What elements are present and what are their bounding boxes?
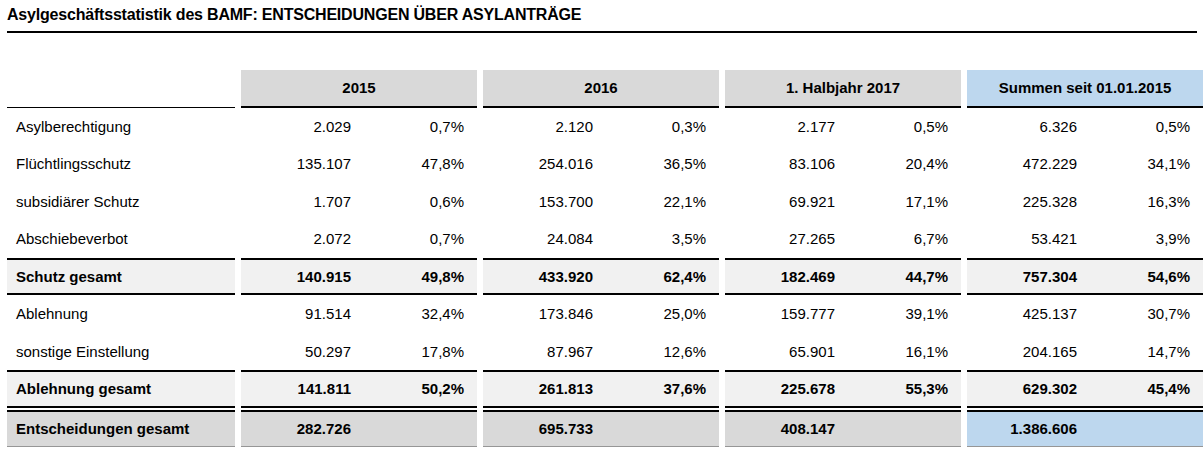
cell-2017-count: 27.265: [725, 220, 843, 258]
cell-2016-share: 37,6%: [601, 370, 719, 408]
cell-2017-share: 39,1%: [843, 295, 961, 333]
table-row-abschiebeverbot: Abschiebeverbot 2.072 0,7% 24.084 3,5% 2…: [7, 220, 1203, 258]
cell-summen-count: 757.304: [967, 258, 1085, 296]
cell-2015-share: 47,8%: [359, 145, 477, 183]
table-row-ablehnung-gesamt: Ablehnung gesamt 141.811 50,2% 261.813 3…: [7, 370, 1203, 408]
cell-2015-count: 141.811: [241, 370, 359, 408]
cell-summen-count: 629.302: [967, 370, 1085, 408]
header-2016: 2016: [483, 70, 719, 108]
cell-2017-share: 44,7%: [843, 258, 961, 296]
asylum-decisions-table: 2015 2016 1. Halbjahr 2017 Summen seit 0…: [7, 70, 1203, 447]
cell-summen-share: [1085, 410, 1203, 448]
cell-2017-share: 55,3%: [843, 370, 961, 408]
cell-2015-count: 1.707: [241, 183, 359, 221]
table-row-entscheidungen-gesamt: Entscheidungen gesamt 282.726 695.733 40…: [7, 410, 1203, 448]
cell-2015-count: 2.029: [241, 108, 359, 146]
cell-summen-count: 6.326: [967, 108, 1085, 146]
cell-2016-share: 3,5%: [601, 220, 719, 258]
cell-2016-count: 695.733: [483, 410, 601, 448]
cell-2015-share: 0,7%: [359, 108, 477, 146]
cell-summen-share: 3,9%: [1085, 220, 1203, 258]
cell-summen-share: 30,7%: [1085, 295, 1203, 333]
row-label: Entscheidungen gesamt: [7, 410, 235, 448]
cell-summen-count: 53.421: [967, 220, 1085, 258]
cell-2016-count: 24.084: [483, 220, 601, 258]
row-label: Schutz gesamt: [7, 258, 235, 296]
table-row-schutz-gesamt: Schutz gesamt 140.915 49,8% 433.920 62,4…: [7, 258, 1203, 296]
header-2015: 2015: [241, 70, 477, 108]
cell-2015-share: 50,2%: [359, 370, 477, 408]
cell-summen-share: 0,5%: [1085, 108, 1203, 146]
cell-summen-count: 425.137: [967, 295, 1085, 333]
cell-2015-count: 282.726: [241, 410, 359, 448]
cell-summen-share: 45,4%: [1085, 370, 1203, 408]
cell-2017-share: 6,7%: [843, 220, 961, 258]
table-row-subsidiaerer-schutz: subsidiärer Schutz 1.707 0,6% 153.700 22…: [7, 183, 1203, 221]
cell-2016-count: 153.700: [483, 183, 601, 221]
cell-2017-count: 2.177: [725, 108, 843, 146]
cell-2017-share: [843, 410, 961, 448]
row-label: Asylberechtigung: [7, 108, 235, 146]
cell-2015-share: 32,4%: [359, 295, 477, 333]
cell-2015-share: [359, 410, 477, 448]
cell-2016-share: 22,1%: [601, 183, 719, 221]
cell-2017-share: 0,5%: [843, 108, 961, 146]
cell-2017-count: 69.921: [725, 183, 843, 221]
cell-summen-share: 16,3%: [1085, 183, 1203, 221]
cell-2015-count: 50.297: [241, 333, 359, 371]
row-label: Abschiebeverbot: [7, 220, 235, 258]
cell-2015-count: 91.514: [241, 295, 359, 333]
header-row-label-spacer: [7, 70, 235, 108]
cell-2015-count: 140.915: [241, 258, 359, 296]
cell-summen-count: 225.328: [967, 183, 1085, 221]
cell-2017-share: 16,1%: [843, 333, 961, 371]
cell-2017-count: 159.777: [725, 295, 843, 333]
row-label: Ablehnung gesamt: [7, 370, 235, 408]
table-row-asylberechtigung: Asylberechtigung 2.029 0,7% 2.120 0,3% 2…: [7, 108, 1203, 146]
cell-2017-count: 65.901: [725, 333, 843, 371]
table-header-row: 2015 2016 1. Halbjahr 2017 Summen seit 0…: [7, 70, 1203, 108]
cell-2016-count: 261.813: [483, 370, 601, 408]
cell-2016-share: 0,3%: [601, 108, 719, 146]
cell-2017-share: 20,4%: [843, 145, 961, 183]
row-label: subsidiärer Schutz: [7, 183, 235, 221]
row-label: Ablehnung: [7, 295, 235, 333]
cell-2015-share: 17,8%: [359, 333, 477, 371]
cell-2015-share: 0,6%: [359, 183, 477, 221]
cell-2016-count: 254.016: [483, 145, 601, 183]
cell-summen-count: 204.165: [967, 333, 1085, 371]
cell-2016-count: 433.920: [483, 258, 601, 296]
cell-2016-share: 25,0%: [601, 295, 719, 333]
cell-2016-count: 173.846: [483, 295, 601, 333]
cell-summen-share: 34,1%: [1085, 145, 1203, 183]
cell-2016-count: 87.967: [483, 333, 601, 371]
document-page: Asylgeschäftsstatistik des BAMF: ENTSCHE…: [0, 0, 1204, 447]
table-row-ablehnung: Ablehnung 91.514 32,4% 173.846 25,0% 159…: [7, 295, 1203, 333]
cell-2016-count: 2.120: [483, 108, 601, 146]
cell-summen-count: 472.229: [967, 145, 1085, 183]
cell-2015-count: 2.072: [241, 220, 359, 258]
cell-2015-share: 49,8%: [359, 258, 477, 296]
row-label: sonstige Einstellung: [7, 333, 235, 371]
page-title: Asylgeschäftsstatistik des BAMF: ENTSCHE…: [7, 5, 1197, 33]
cell-2017-count: 182.469: [725, 258, 843, 296]
header-summen-seit-2015: Summen seit 01.01.2015: [967, 70, 1203, 108]
cell-2015-share: 0,7%: [359, 220, 477, 258]
cell-summen-share: 14,7%: [1085, 333, 1203, 371]
cell-2016-share: 36,5%: [601, 145, 719, 183]
header-halbjahr-2017: 1. Halbjahr 2017: [725, 70, 961, 108]
cell-2017-share: 17,1%: [843, 183, 961, 221]
cell-summen-count: 1.386.606: [967, 410, 1085, 448]
row-label: Flüchtlingsschutz: [7, 145, 235, 183]
cell-2016-share: 62,4%: [601, 258, 719, 296]
cell-2016-share: 12,6%: [601, 333, 719, 371]
table-row-fluechtlingsschutz: Flüchtlingsschutz 135.107 47,8% 254.016 …: [7, 145, 1203, 183]
cell-2015-count: 135.107: [241, 145, 359, 183]
cell-2017-count: 408.147: [725, 410, 843, 448]
cell-2016-share: [601, 410, 719, 448]
cell-2017-count: 83.106: [725, 145, 843, 183]
cell-2017-count: 225.678: [725, 370, 843, 408]
cell-summen-share: 54,6%: [1085, 258, 1203, 296]
table-row-sonstige-einstellung: sonstige Einstellung 50.297 17,8% 87.967…: [7, 333, 1203, 371]
